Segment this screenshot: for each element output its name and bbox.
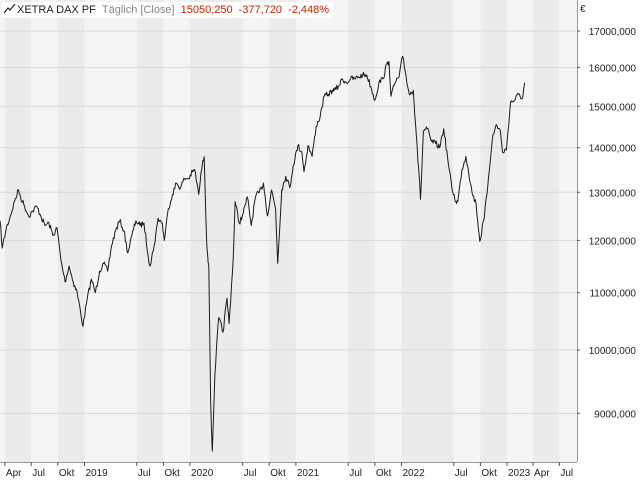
x-tick-label: Jul xyxy=(138,468,151,479)
x-tick-label: 2023 xyxy=(508,468,531,479)
x-tick-label: Okt xyxy=(164,468,180,479)
legend-change: -377,720 xyxy=(238,4,283,16)
y-tick-label: 10000,000 xyxy=(589,346,637,357)
x-tick-label: Jul xyxy=(560,468,573,479)
period-band xyxy=(4,0,32,462)
y-tick-label: 17000,000 xyxy=(589,27,637,38)
currency-label: € xyxy=(580,4,586,15)
period-band xyxy=(533,0,560,462)
line-chart-icon xyxy=(4,4,16,14)
x-tick-label: 2020 xyxy=(191,468,214,479)
x-tick-label: Okt xyxy=(481,468,497,479)
period-band xyxy=(559,0,577,462)
period-band xyxy=(453,0,481,462)
y-tick-label: 11000,000 xyxy=(589,289,636,300)
y-tick-label: 9000,000 xyxy=(594,409,636,420)
period-band xyxy=(190,0,243,462)
y-tick-label: 15000,000 xyxy=(589,102,637,113)
period-bands xyxy=(0,0,577,462)
x-tick-label: Okt xyxy=(376,468,392,479)
x-tick-label: Apr xyxy=(534,468,550,479)
x-tick-label: Jul xyxy=(455,468,468,479)
x-tick-label: Jul xyxy=(32,468,45,479)
x-tick-label: Okt xyxy=(59,468,75,479)
x-tick-label: 2022 xyxy=(402,468,425,479)
y-axis-ticks: 9000,000 10000,000 11000,000 12000,000 13000… xyxy=(577,27,636,420)
x-tick-label: 2021 xyxy=(297,468,320,479)
period-band xyxy=(57,0,85,462)
period-band xyxy=(295,0,349,462)
legend-change-percent: -2,448% xyxy=(288,4,330,16)
y-tick-label: 12000,000 xyxy=(589,236,637,247)
period-band xyxy=(136,0,164,462)
legend-period: Täglich [Close] xyxy=(101,4,175,16)
y-tick-label: 14000,000 xyxy=(589,144,637,155)
chart-legend: XETRA DAX PF Täglich [Close] 15050,250 -377… xyxy=(2,2,334,18)
period-band xyxy=(0,0,5,462)
period-band xyxy=(480,0,508,462)
x-tick-label: Jul xyxy=(349,468,362,479)
y-tick-label: 16000,000 xyxy=(589,63,637,74)
period-band xyxy=(374,0,402,462)
y-tick-label: 13000,000 xyxy=(589,188,637,199)
period-band xyxy=(401,0,454,462)
legend-last-value: 15050,250 xyxy=(180,4,233,16)
period-band xyxy=(242,0,270,462)
legend-instrument-name: XETRA DAX PF xyxy=(17,4,96,16)
period-band xyxy=(507,0,534,462)
x-tick-label: 2019 xyxy=(85,468,108,479)
period-band xyxy=(348,0,375,462)
x-tick-label: Okt xyxy=(270,468,286,479)
period-band xyxy=(269,0,296,462)
period-band xyxy=(163,0,191,462)
period-band xyxy=(84,0,137,462)
dax-close-line xyxy=(0,55,526,452)
x-tick-label: Jul xyxy=(244,468,257,479)
x-tick-label: Apr xyxy=(6,468,22,479)
price-series-layer xyxy=(0,55,526,452)
x-axis-ticks: Apr Jul Okt 2019 Jul Okt 2020 Jul Okt 2021 Jul Okt 2… xyxy=(4,462,573,479)
period-band xyxy=(31,0,58,462)
